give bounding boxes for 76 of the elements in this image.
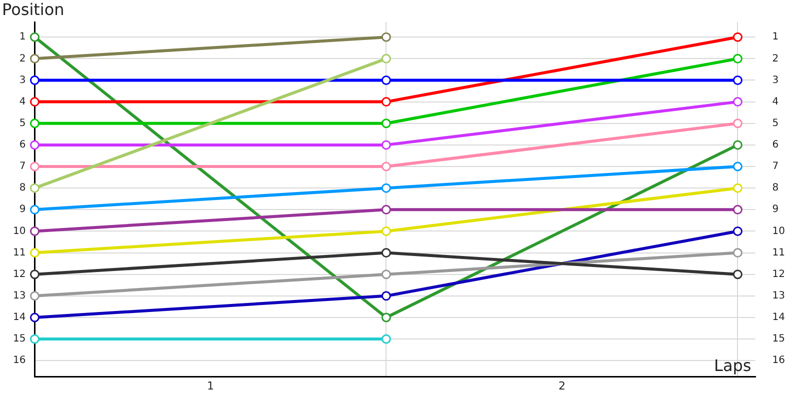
point (30, 183, 40, 193)
point (30, 312, 40, 322)
point (732, 118, 742, 128)
point (732, 32, 742, 42)
y-tick-label: 2 (19, 53, 26, 64)
point (381, 162, 391, 172)
point (732, 204, 742, 214)
point (30, 118, 40, 128)
y-tick-label: 6 (19, 140, 26, 151)
point (381, 248, 391, 258)
point (732, 54, 742, 64)
y-tick-label: 15 (12, 334, 26, 345)
point (381, 32, 391, 42)
y2-tick-label: 13 (772, 290, 786, 302)
y2-tick-label: 10 (772, 226, 786, 237)
y-tick-label: 3 (19, 74, 26, 86)
y-tick-label: 12 (12, 268, 26, 280)
y-tick-label: 8 (19, 182, 26, 194)
point (381, 334, 391, 344)
y-tick-label: 1 (19, 32, 26, 43)
y-tick-label: 13 (12, 290, 26, 302)
point (732, 183, 742, 193)
point (381, 75, 391, 85)
y2-tick-label: 1 (772, 32, 779, 43)
y-tick-label: 14 (12, 312, 26, 324)
point (381, 118, 391, 128)
point (30, 140, 40, 150)
point (30, 334, 40, 344)
y2-tick-label: 7 (772, 161, 779, 172)
y-tick-label: 9 (19, 204, 26, 216)
point (30, 291, 40, 301)
y-tick-label: 4 (19, 96, 26, 108)
y2-tick-label: 4 (772, 96, 779, 108)
point (732, 270, 742, 280)
point (732, 162, 742, 172)
point (381, 270, 391, 280)
point (381, 183, 391, 193)
y2-tick-label: 8 (772, 182, 779, 194)
point (381, 226, 391, 236)
y-tick-label: 11 (12, 247, 26, 258)
point (30, 226, 40, 236)
point (381, 291, 391, 301)
point (732, 226, 742, 236)
y2-tick-label: 6 (772, 140, 779, 151)
point (381, 54, 391, 64)
point (732, 248, 742, 258)
point (381, 312, 391, 322)
point (732, 140, 742, 150)
point (30, 248, 40, 258)
y-tick-label: 10 (12, 226, 26, 237)
point (30, 75, 40, 85)
y2-tick-label: 9 (772, 204, 779, 216)
y2-tick-label: 12 (772, 268, 786, 280)
y2-tick-label: 11 (772, 247, 786, 258)
x-axis-title: Laps (714, 356, 752, 375)
y-tick-label: 7 (19, 161, 26, 172)
point (30, 54, 40, 64)
y2-tick-label: 14 (772, 312, 786, 324)
y2-tick-label: 3 (772, 74, 779, 86)
y-axis-title: Position (2, 0, 64, 20)
point (30, 97, 40, 107)
point (381, 97, 391, 107)
y-tick-label: 16 (12, 355, 26, 366)
point (30, 32, 40, 42)
y2-tick-label: 16 (772, 355, 786, 366)
point (30, 270, 40, 280)
point (30, 204, 40, 214)
point (732, 75, 742, 85)
point (30, 162, 40, 172)
y2-tick-label: 15 (772, 334, 786, 345)
y-tick-label: 5 (19, 118, 26, 129)
y2-tick-label: 5 (772, 118, 779, 129)
point (732, 97, 742, 107)
point (381, 204, 391, 214)
point (381, 140, 391, 150)
y2-tick-label: 2 (772, 53, 779, 64)
